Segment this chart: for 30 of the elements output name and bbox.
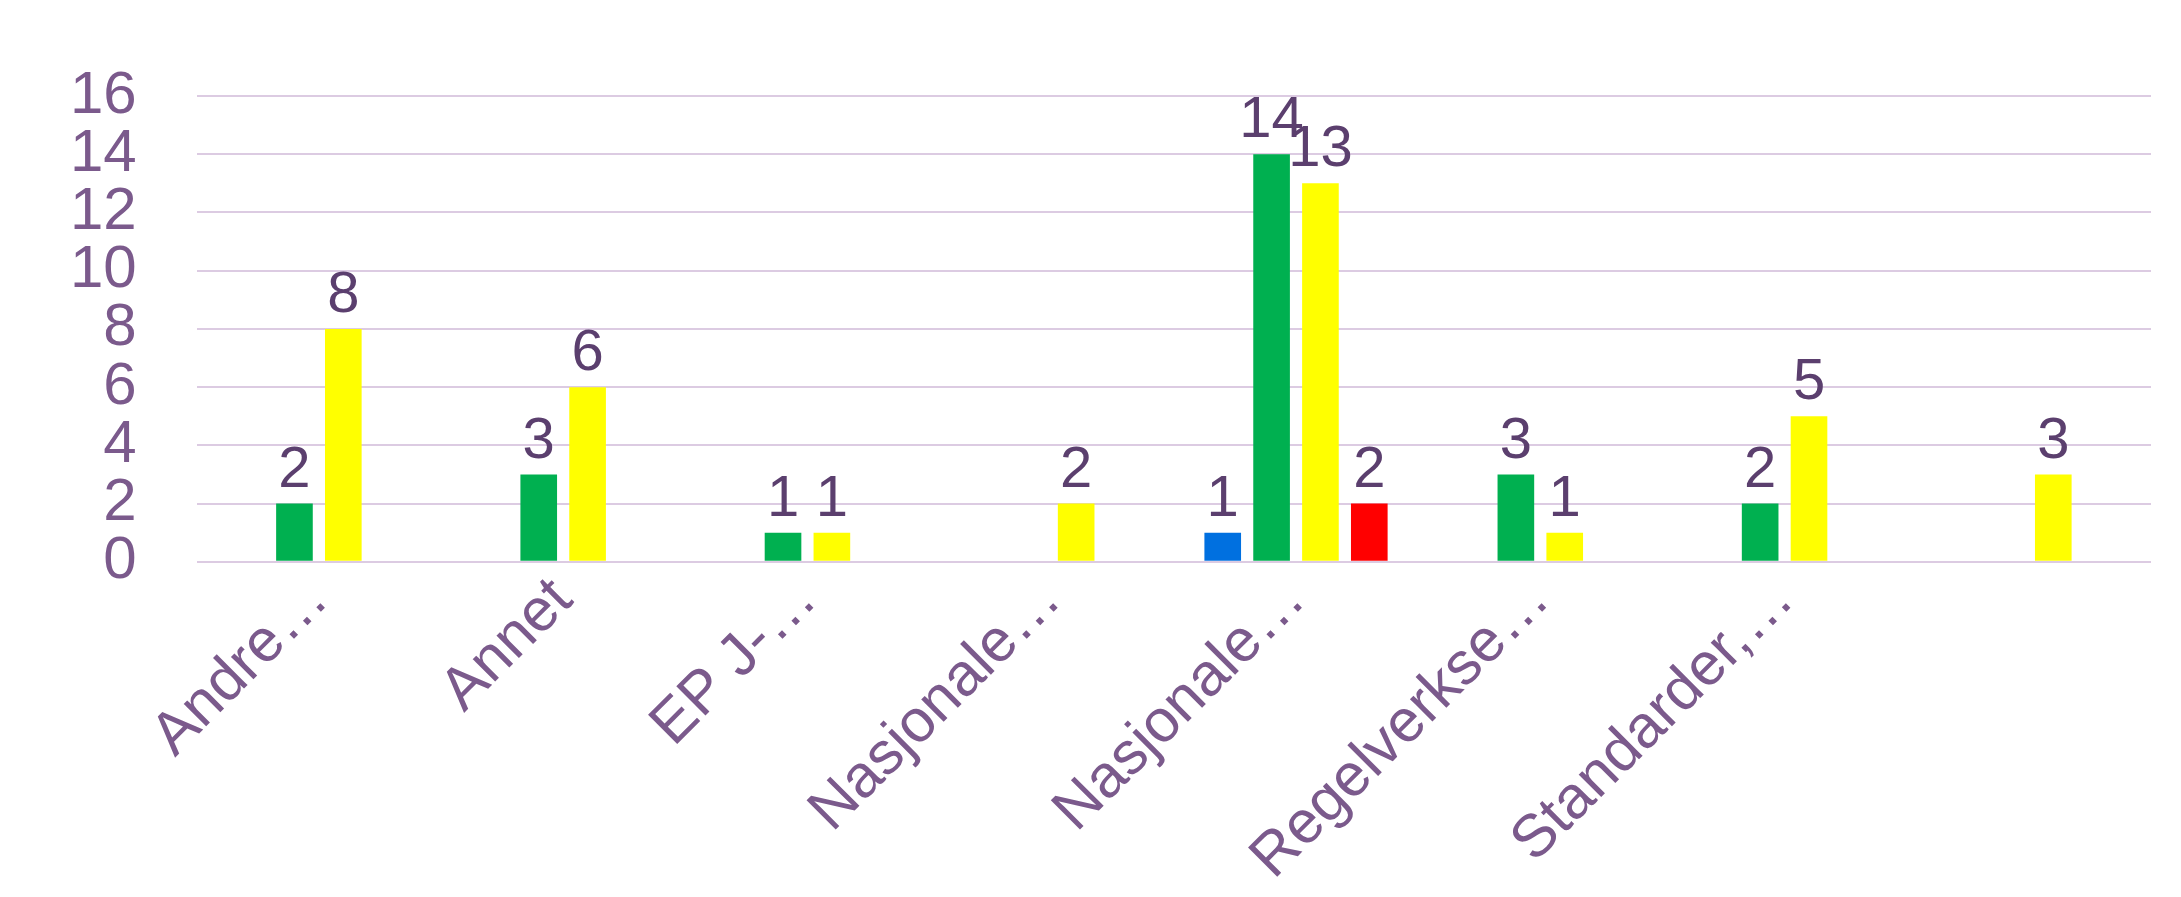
bar — [1741, 503, 1779, 561]
data-label: 2 — [1060, 433, 1093, 499]
bar — [1253, 154, 1290, 561]
bar — [1790, 416, 1828, 561]
data-label: 2 — [1353, 433, 1386, 499]
bar — [1350, 503, 1388, 561]
data-label: 3 — [1499, 404, 1532, 470]
bar — [1302, 183, 1339, 561]
data-label: 1 — [815, 462, 849, 528]
data-label: 1 — [766, 462, 800, 528]
data-label: 5 — [1792, 346, 1826, 412]
bar — [1546, 532, 1584, 561]
data-label: 2 — [1744, 433, 1777, 499]
bar — [276, 503, 313, 561]
bar — [2034, 474, 2072, 561]
data-label: 2 — [278, 433, 311, 499]
data-label: 1 — [1548, 462, 1581, 528]
bar — [324, 328, 362, 561]
data-label: 3 — [522, 404, 555, 470]
bar — [1057, 503, 1095, 561]
data-label: 8 — [327, 258, 360, 324]
bar — [520, 474, 558, 561]
data-label: 1 — [1206, 462, 1239, 528]
data-label: 6 — [571, 317, 604, 383]
bar — [1204, 532, 1242, 561]
bar — [569, 387, 606, 561]
bar — [1497, 474, 1535, 561]
bar — [764, 532, 802, 561]
data-label: 3 — [2037, 404, 2070, 470]
bar — [813, 532, 851, 561]
